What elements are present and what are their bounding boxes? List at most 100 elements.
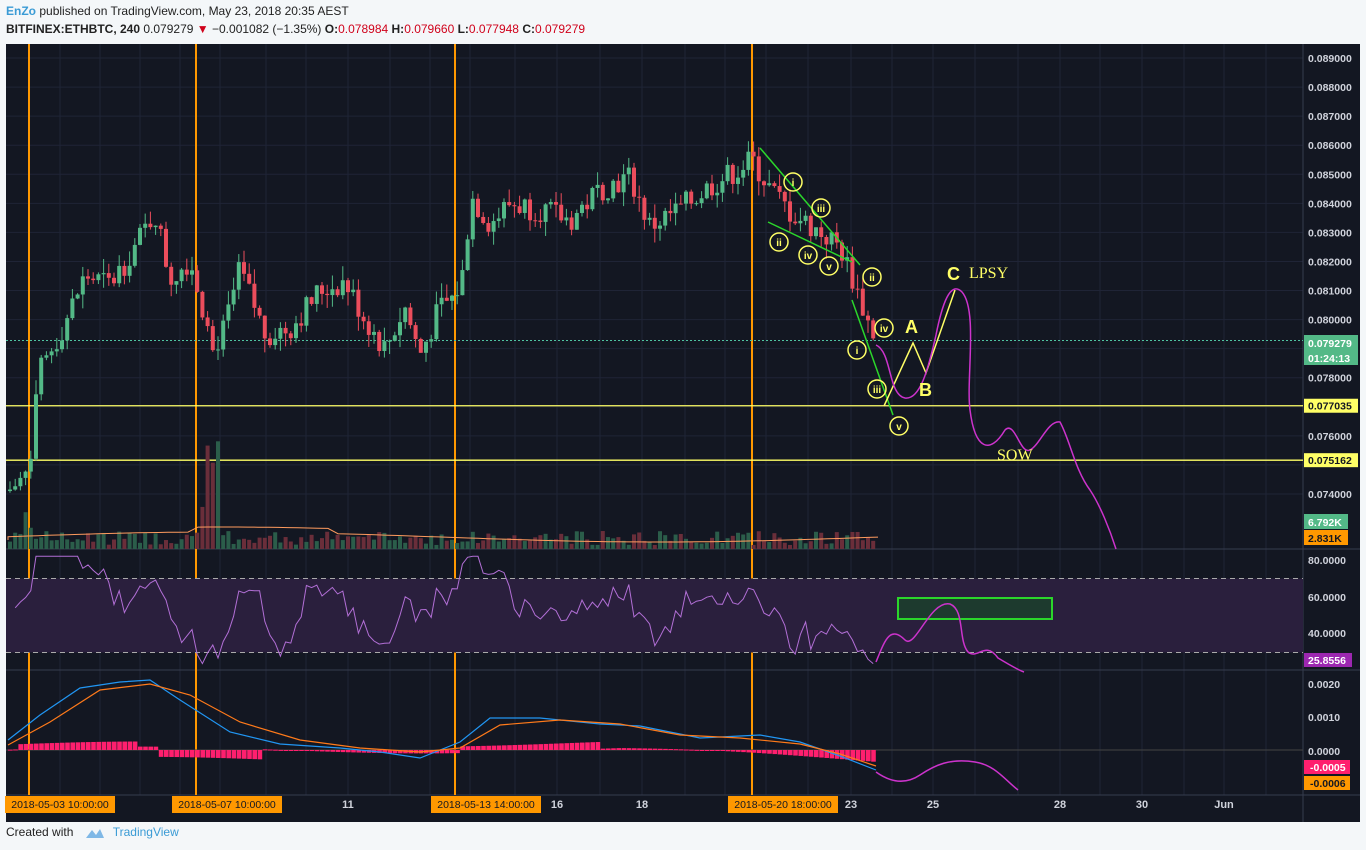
macd-histogram-bar [829, 750, 835, 759]
macd-histogram-bar [772, 750, 777, 755]
candle-body [184, 269, 189, 275]
candle-body [39, 357, 44, 395]
time-tick-label: 28 [1054, 799, 1066, 811]
candle-body [465, 239, 470, 271]
macd-histogram-bar [782, 750, 788, 755]
volume-bar [304, 541, 309, 549]
candle-body [793, 221, 798, 224]
macd-histogram-bar [320, 750, 325, 752]
volume-bar [231, 543, 236, 549]
price-tick-label: 0.089000 [1308, 53, 1352, 65]
macd-histogram-bar [580, 742, 585, 750]
macd-histogram-bar [439, 750, 445, 754]
macd-histogram-bar [626, 748, 632, 750]
candle-body [819, 227, 824, 238]
volume-bar [647, 541, 652, 549]
candle-body [616, 180, 621, 193]
volume-bar [491, 535, 496, 549]
candle-body [715, 192, 720, 196]
candle-body [346, 280, 350, 293]
wave-circle [798, 245, 818, 265]
macd-histogram-bar [491, 745, 497, 750]
volume-bar [252, 542, 257, 549]
volume-bar [299, 537, 304, 549]
macd-histogram-bar [262, 749, 268, 751]
level-badge [1304, 453, 1358, 468]
volume-bar [439, 534, 444, 549]
volume-bar [762, 541, 766, 549]
volume-bar [580, 531, 584, 549]
macd-histogram-bar [860, 750, 866, 761]
macd-histogram-bar [444, 750, 450, 754]
rsi-target-box [897, 597, 1053, 620]
macd-histogram-bar [871, 750, 876, 762]
volume-bar [606, 537, 610, 549]
candle-body [8, 489, 12, 492]
candle-body [699, 198, 704, 204]
macd-histogram-bar [512, 745, 517, 750]
wave-circle [783, 172, 803, 192]
volume-bar [122, 538, 127, 549]
author-name[interactable]: EnZo [6, 4, 36, 18]
chart-background [6, 44, 1303, 822]
candle-body [632, 167, 636, 197]
macd-histogram-bar [179, 750, 185, 758]
volume-bar [294, 544, 298, 549]
volume-bar [257, 537, 262, 549]
macd-last-label: -0.0005 [1310, 762, 1346, 774]
wave-circle [769, 232, 789, 252]
candle-body [356, 289, 361, 317]
candle-body [756, 156, 761, 182]
candle-body [70, 298, 75, 319]
volume-bar [819, 532, 824, 549]
volume-bar [777, 537, 782, 549]
candle-body [34, 394, 38, 459]
volume-bar [730, 535, 735, 549]
volume-bar [242, 538, 246, 549]
volume-bar [65, 539, 70, 549]
volume-bar [450, 539, 454, 549]
macd-histogram-bar [554, 743, 559, 750]
last-price-badge [1304, 335, 1358, 365]
macd-histogram-bar [502, 745, 507, 750]
candle-body [496, 218, 501, 222]
macd-histogram-bar [756, 750, 762, 754]
volume-bar [190, 536, 194, 549]
candle-body [325, 293, 330, 296]
candle-body [590, 187, 595, 210]
macd-histogram-bar [689, 749, 694, 751]
candle-body [138, 227, 142, 245]
macd-histogram-bar [819, 750, 824, 758]
macd-tick-label: 0.0010 [1308, 712, 1340, 724]
volume-bar [143, 532, 148, 549]
rsi-tick-label: 60.0000 [1308, 592, 1346, 604]
time-marker-badge [728, 796, 838, 813]
volume-bar [840, 539, 844, 549]
publish-info: EnZo published on TradingView.com, May 2… [6, 4, 349, 18]
candle-body [850, 257, 855, 289]
macd-histogram-bar [132, 741, 138, 750]
rsi-last-badge [1304, 653, 1352, 667]
macd-histogram-bar [788, 750, 793, 756]
candle-body [200, 291, 205, 318]
tradingview-link[interactable]: TradingView [112, 825, 179, 839]
candle-body [205, 317, 210, 327]
macd-histogram-bar [647, 748, 653, 750]
macd-histogram-bar [668, 749, 673, 751]
volume-bar [564, 536, 569, 549]
candle-body [491, 221, 496, 232]
macd-histogram-bar [351, 750, 356, 753]
volume-bar [210, 462, 215, 549]
volume-bar [278, 542, 283, 549]
time-marker-label: 2018-05-13 14:00:00 [437, 799, 535, 811]
volume-bar [798, 537, 803, 549]
volume-bar [8, 541, 12, 549]
volume-bar [408, 537, 413, 549]
candle-body [398, 322, 402, 336]
candle-body [559, 204, 564, 221]
wave-label: iii [873, 385, 882, 396]
volume-bar [668, 540, 673, 549]
candle-body [351, 289, 356, 293]
